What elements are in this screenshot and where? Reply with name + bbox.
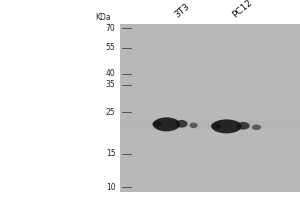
Bar — [120, 121, 300, 129]
Ellipse shape — [176, 120, 188, 128]
Ellipse shape — [190, 123, 198, 128]
Ellipse shape — [153, 117, 180, 131]
Text: 55: 55 — [106, 43, 116, 52]
Text: KDa: KDa — [95, 14, 111, 22]
Text: 25: 25 — [106, 108, 116, 117]
Text: 15: 15 — [106, 149, 116, 158]
Ellipse shape — [212, 119, 242, 133]
Ellipse shape — [211, 123, 221, 129]
Ellipse shape — [252, 125, 261, 130]
Text: 10: 10 — [106, 182, 116, 192]
Text: PC12: PC12 — [231, 0, 254, 20]
Text: 3T3: 3T3 — [172, 2, 191, 20]
Ellipse shape — [152, 121, 162, 127]
Text: 70: 70 — [106, 24, 116, 33]
Ellipse shape — [236, 122, 250, 130]
Text: 40: 40 — [106, 69, 116, 78]
Bar — [120, 24, 300, 192]
Text: 35: 35 — [106, 80, 116, 89]
